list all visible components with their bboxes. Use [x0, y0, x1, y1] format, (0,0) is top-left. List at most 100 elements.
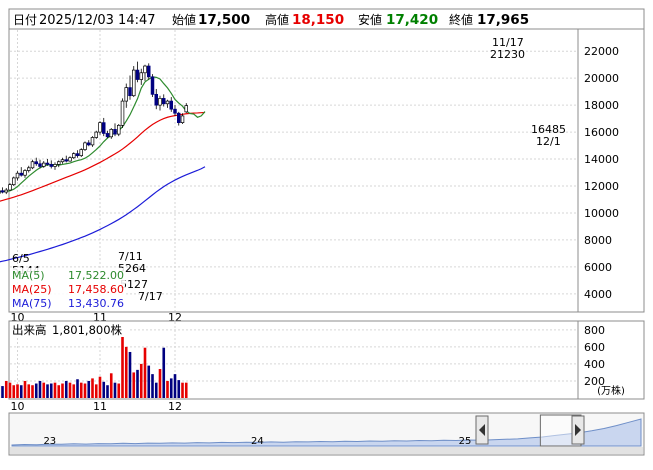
low-label: 安値 [358, 12, 382, 27]
high-label: 高値 [265, 12, 289, 27]
annotation-value: 21230 [490, 48, 525, 61]
candle-body [45, 162, 50, 165]
candle-body [34, 161, 38, 165]
candle [177, 111, 181, 126]
candle-body [41, 162, 46, 167]
candle-body [98, 122, 102, 133]
candle-body [162, 98, 166, 105]
navigator-year-label: 25 [459, 436, 472, 447]
ma25-layer [0, 111, 206, 202]
candle-body [4, 189, 8, 193]
candle [109, 128, 113, 139]
candle-body [15, 172, 20, 179]
navigator-year-label: 24 [251, 436, 264, 447]
legend-ma75-value: 13,430.76 [68, 297, 124, 310]
volume-bar [27, 384, 31, 398]
candle [0, 187, 5, 194]
navigator-handle-right[interactable] [571, 415, 585, 445]
volume-bar [49, 383, 53, 398]
candle [68, 156, 72, 162]
candle [27, 165, 31, 173]
volume-bar [31, 385, 34, 398]
candle [162, 94, 166, 107]
candle [64, 155, 68, 163]
header: 日付 2025/12/03 14:47 始値 17,500 高値 18,150 … [13, 12, 529, 28]
candle [150, 74, 155, 98]
price-tick-label: 22000 [584, 45, 619, 58]
candle [105, 130, 110, 139]
candle-body [158, 98, 162, 106]
ma75-layer [0, 166, 206, 263]
candle [12, 176, 16, 186]
candle-body [56, 161, 61, 165]
candle-body [12, 177, 16, 186]
price-tick-label: 16000 [584, 126, 619, 139]
candle [56, 160, 61, 168]
volume-bar [124, 346, 128, 398]
volume-bar [147, 365, 151, 398]
month-tick-label: 12 [168, 400, 182, 413]
annotation-date: 7/17 [138, 290, 163, 303]
navigator-handle-left[interactable] [475, 415, 489, 445]
candle-body [49, 164, 53, 167]
candle-body [132, 69, 136, 97]
candle-body [38, 163, 42, 167]
date-value: 2025/12/03 14:47 [39, 13, 156, 28]
candle [139, 68, 144, 85]
annotations: 6/551447/11526451277/1711/17212301648512… [12, 36, 566, 303]
candle-body [105, 133, 110, 138]
volume-bar [12, 385, 16, 398]
volume-bar [139, 363, 143, 398]
open-label: 始値 [172, 12, 196, 27]
volume-bar [83, 383, 87, 398]
volume-bar [177, 380, 181, 398]
legend-ma75-label: MA(75) [12, 297, 52, 310]
candle-body [68, 157, 72, 162]
candle-body [79, 149, 83, 157]
candle-body [86, 142, 91, 146]
candle [143, 64, 147, 81]
ma75-line [0, 166, 206, 263]
ma-legend: MA(5) 17,522.00 MA(25) 17,458.60 MA(75) … [10, 268, 125, 311]
date-label: 日付 [13, 13, 37, 27]
candle [41, 161, 46, 168]
candle [49, 160, 53, 169]
volume-bar [162, 347, 166, 398]
annotation-date: 11/17 [492, 36, 524, 49]
candle [180, 113, 185, 124]
volume-bar [76, 379, 79, 398]
annotation-date: 6/5 [12, 252, 30, 265]
volume-tick-label: 400 [584, 358, 605, 371]
candle-body [173, 108, 177, 114]
volume-bar [113, 382, 117, 398]
candle-body [143, 65, 147, 74]
volume-bar [158, 369, 162, 398]
candle-body [150, 76, 155, 95]
volume-label: 出来高 [12, 323, 47, 337]
candle-body [101, 122, 106, 134]
volume-bar [57, 385, 61, 398]
volume-bar [61, 383, 64, 398]
close-label: 終値 [449, 12, 473, 27]
navigator-year-labels: 23 24 25 [43, 436, 471, 447]
candle [60, 157, 65, 164]
legend-ma25-value: 17,458.60 [68, 283, 124, 296]
low-value: 17,420 [386, 12, 438, 28]
volume-bar [102, 381, 106, 398]
ma5-line [0, 76, 206, 193]
candle [4, 188, 8, 195]
candle [8, 183, 12, 191]
legend-item-ma25: MA(25) 17,458.60 [12, 283, 124, 296]
navigator-scrollbar[interactable] [10, 447, 643, 454]
candle-body [109, 129, 113, 138]
candle-body [27, 167, 31, 171]
candle-body [60, 159, 65, 163]
ma25-line [0, 111, 206, 202]
volume-bar [46, 384, 49, 398]
candle [38, 159, 42, 169]
volume-bar [8, 382, 12, 398]
candle-body [139, 72, 144, 80]
close-value: 17,965 [477, 12, 529, 28]
price-tick-label: 10000 [584, 207, 619, 220]
